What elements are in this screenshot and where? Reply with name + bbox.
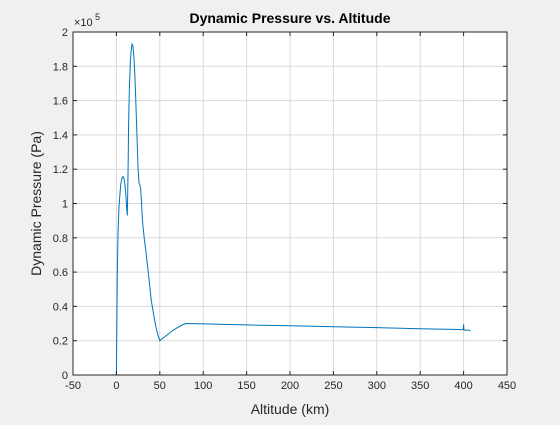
x-tick-label: -50 [65, 380, 81, 392]
ticks [72, 31, 508, 376]
x-tick-label: 50 [154, 380, 166, 392]
y-axis-label: Dynamic Pressure (Pa) [28, 131, 44, 276]
chart-title: Dynamic Pressure vs. Altitude [189, 10, 390, 26]
y-tick-label: 0 [62, 370, 68, 382]
x-tick-label: 300 [368, 380, 386, 392]
series-group [115, 42, 471, 376]
x-tick-label: 250 [324, 380, 342, 392]
x-tick-label: 150 [237, 380, 255, 392]
x-tick-label: 100 [194, 380, 212, 392]
series-line-1 [115, 42, 471, 376]
x-tick-label: 350 [411, 380, 429, 392]
y-tick-label: 0.2 [53, 336, 68, 348]
y-tick-label: 0.4 [53, 301, 68, 313]
y-exponent-power: 5 [95, 12, 100, 22]
y-tick-label: 0.6 [53, 267, 68, 279]
x-axis-label: Altitude (km) [251, 401, 330, 417]
x-tick-label: 450 [498, 380, 516, 392]
x-tick-labels: -50 0 50 100 150 200 250 300 350 400 450 [65, 380, 516, 392]
y-tick-label: 1.8 [53, 61, 68, 73]
y-tick-labels: 0 0.2 0.4 0.6 0.8 1 1.2 1.4 1.6 1.8 2 [53, 27, 68, 382]
x-tick-label: 0 [113, 380, 119, 392]
y-tick-label: 1.4 [53, 130, 68, 142]
y-tick-label: 2 [62, 27, 68, 39]
y-tick-label: 1.2 [53, 164, 68, 176]
y-tick-label: 1.6 [53, 96, 68, 108]
x-tick-label: 200 [281, 380, 299, 392]
y-tick-label: 1 [62, 199, 68, 211]
x-tick-label: 400 [454, 380, 472, 392]
y-exponent-base: ×10 [74, 17, 93, 29]
y-tick-label: 0.8 [53, 233, 68, 245]
